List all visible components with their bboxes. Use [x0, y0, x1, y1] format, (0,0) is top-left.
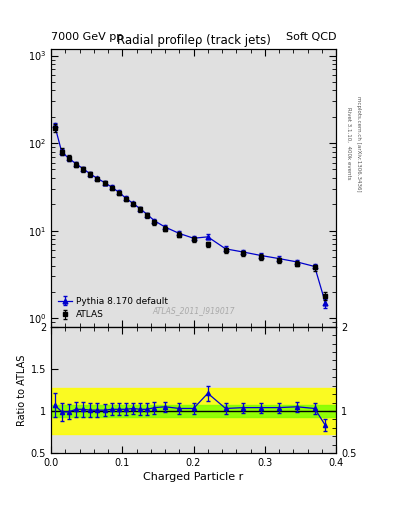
- Legend: Pythia 8.170 default, ATLAS: Pythia 8.170 default, ATLAS: [55, 294, 171, 322]
- Text: Rivet 3.1.10,  400k events: Rivet 3.1.10, 400k events: [347, 107, 352, 180]
- Text: mcplots.cern.ch [arXiv:1306.3436]: mcplots.cern.ch [arXiv:1306.3436]: [356, 96, 362, 191]
- Title: Radial profileρ (track jets): Radial profileρ (track jets): [117, 34, 270, 48]
- X-axis label: Charged Particle r: Charged Particle r: [143, 472, 244, 482]
- Text: 7000 GeV pp: 7000 GeV pp: [51, 32, 123, 42]
- Text: ATLAS_2011_I919017: ATLAS_2011_I919017: [152, 307, 235, 315]
- Text: Soft QCD: Soft QCD: [286, 32, 336, 42]
- Y-axis label: Ratio to ATLAS: Ratio to ATLAS: [17, 354, 27, 425]
